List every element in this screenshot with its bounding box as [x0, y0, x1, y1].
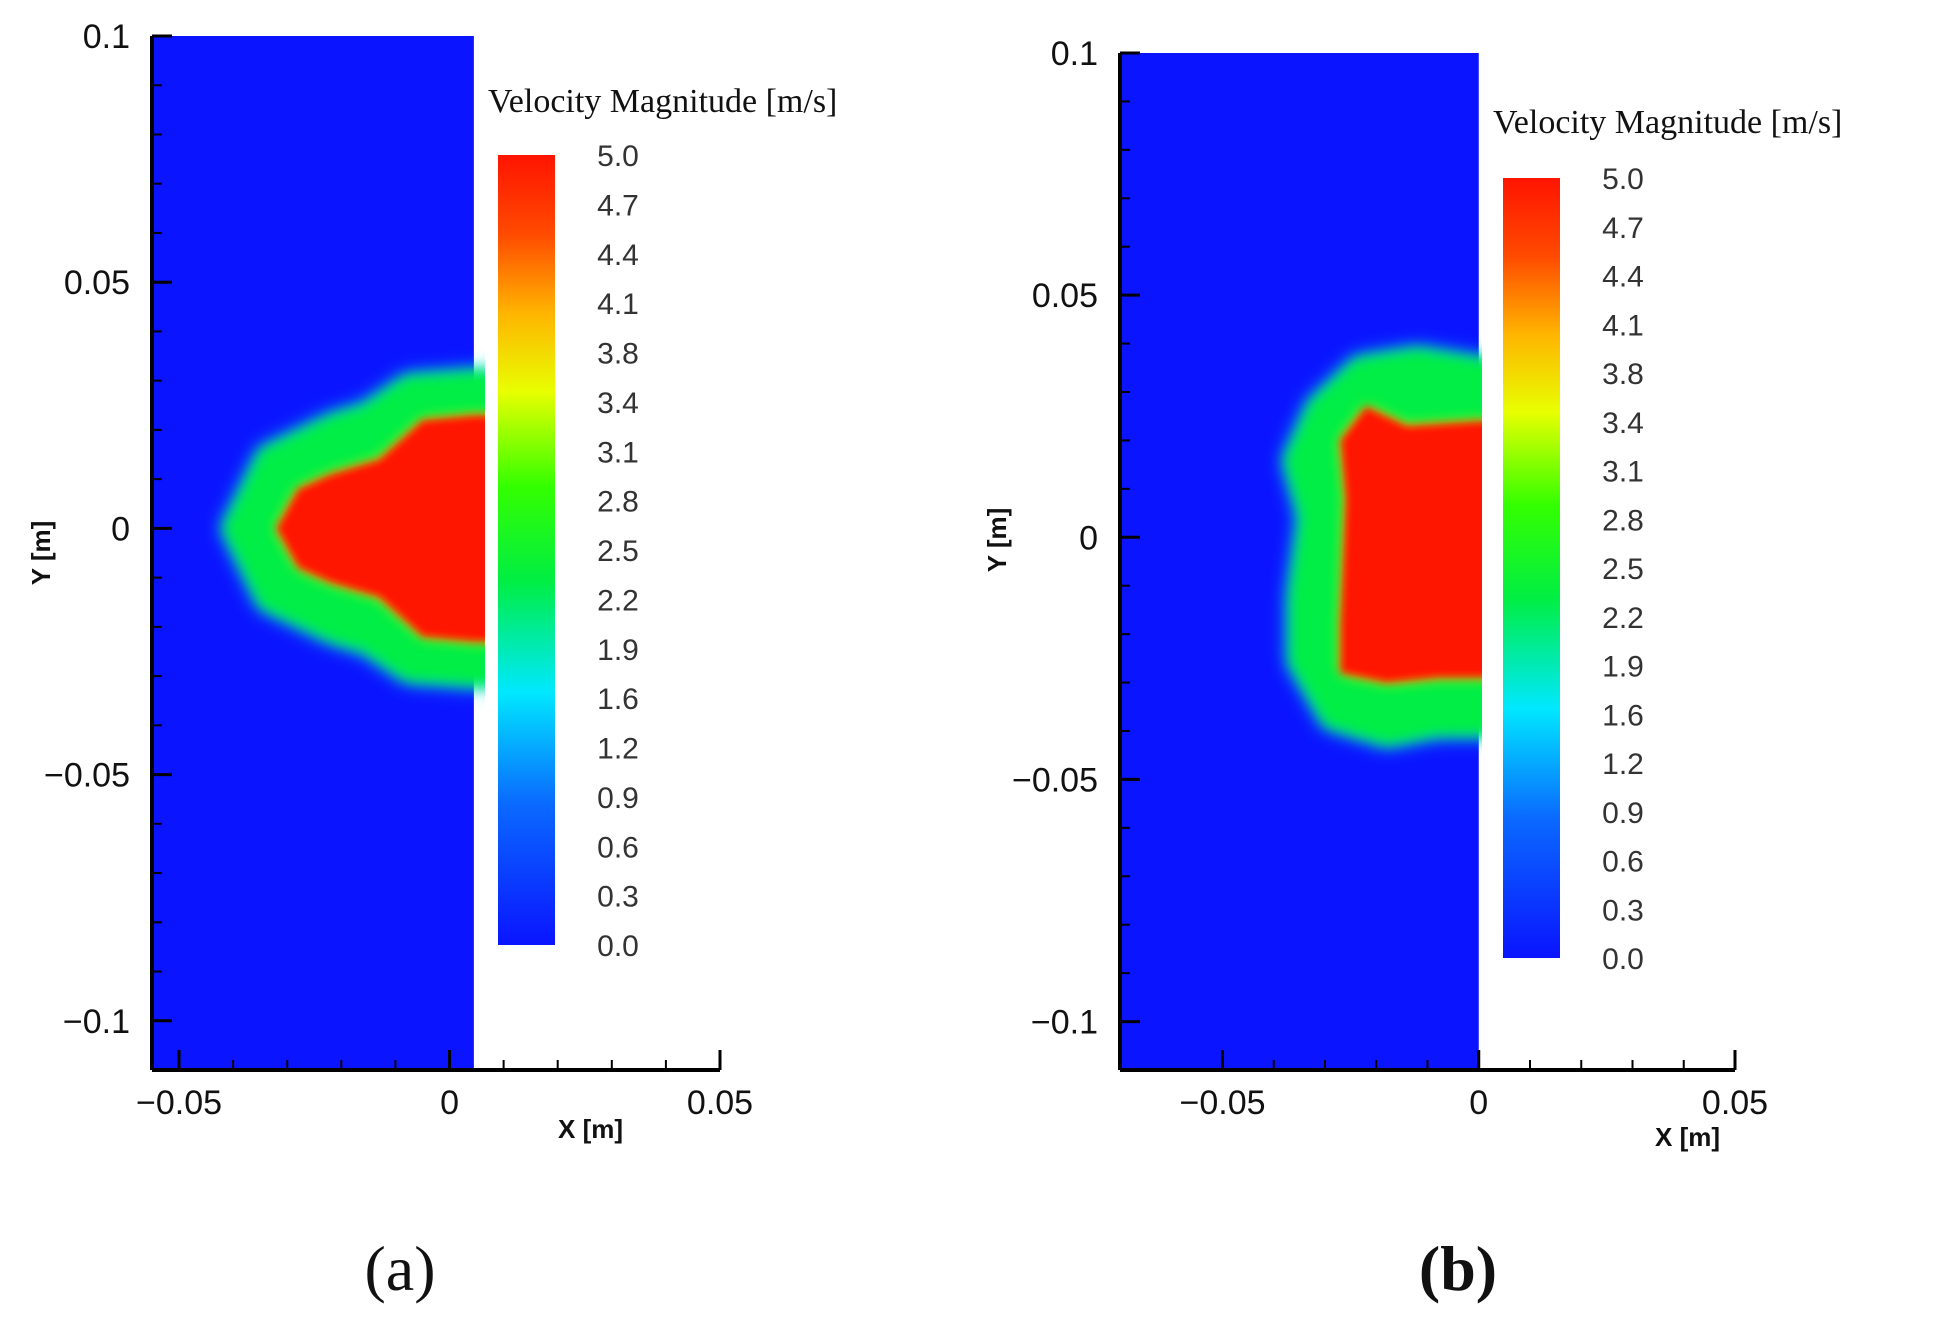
colorbar-level-label: 2.8	[597, 486, 639, 519]
axes-a: 0.1 0.05 0 −0.05 −0.1 −0.05 0 0.05	[44, 18, 753, 1122]
y-tick-label: 0.05	[64, 264, 130, 302]
colorbar-level-label: 4.7	[1602, 212, 1644, 245]
axes-b: 0.1 0.05 0 −0.05 −0.1 −0.05 0 0.05	[1012, 35, 1768, 1122]
y-tick-label: −0.05	[1012, 761, 1098, 799]
y-tick-label: −0.1	[1031, 1004, 1098, 1042]
colorbar-level-label: 3.1	[597, 436, 639, 469]
colorbar-level-label: 4.1	[597, 288, 639, 321]
panel-a: 0.1 0.05 0 −0.05 −0.1 −0.05 0 0.05 Velocity Mag…	[26, 18, 837, 1304]
x-tick-label: 0	[1469, 1084, 1488, 1122]
x-tick-label: 0.05	[1702, 1084, 1768, 1122]
colorbar-level-label: 2.5	[597, 535, 639, 568]
colorbar-title: Velocity Magnitude [m/s]	[488, 83, 837, 120]
x-tick-label: −0.05	[1179, 1084, 1265, 1122]
y-tick-label: −0.05	[44, 757, 130, 795]
panel-b: 0.1 0.05 0 −0.05 −0.1 −0.05 0 0.05 Velocity Mag…	[982, 35, 1842, 1304]
y-axis-label-b: Y [m]	[982, 508, 1012, 573]
jet-core-red	[1340, 406, 1482, 683]
colorbar-level-label: 5.0	[1602, 163, 1644, 196]
y-tick-label: −0.1	[63, 1003, 130, 1041]
colorbar-level-label: 4.1	[1602, 309, 1644, 342]
colorbar-level-label: 1.6	[1602, 699, 1644, 732]
x-axis-label-b: X [m]	[1655, 1122, 1720, 1152]
colorbar-level-label: 0.6	[597, 831, 639, 864]
colorbar-level-label: 4.4	[597, 239, 639, 272]
x-tick-label: −0.05	[136, 1084, 222, 1122]
x-axis-label-a: X [m]	[558, 1114, 623, 1144]
colorbar-level-label: 3.4	[1602, 407, 1644, 440]
panel-label-a: (a)	[364, 1233, 435, 1304]
colorbar-level-label: 0.6	[1602, 846, 1644, 879]
colorbar-level-label: 0.0	[1602, 943, 1644, 976]
y-tick-label: 0.1	[1051, 35, 1098, 73]
colorbar-level-label: 0.3	[597, 881, 639, 914]
colorbar-level-label: 2.2	[597, 584, 639, 617]
colorbar-level-label: 2.5	[1602, 553, 1644, 586]
y-tick-label: 0.05	[1032, 277, 1098, 315]
colorbar-level-label: 4.4	[1602, 261, 1644, 294]
colorbar-level-label: 3.8	[1602, 358, 1644, 391]
x-tick-label: 0	[440, 1084, 459, 1122]
y-tick-label: 0	[1079, 519, 1098, 557]
colorbar-level-label: 1.2	[1602, 748, 1644, 781]
y-tick-label: 0.1	[83, 18, 130, 56]
colorbar-title: Velocity Magnitude [m/s]	[1493, 104, 1842, 141]
colorbar-level-label: 1.2	[597, 733, 639, 766]
panel-label-b: (b)	[1419, 1233, 1497, 1304]
colorbar-level-label: 1.6	[597, 683, 639, 716]
colorbar-level-label: 0.9	[1602, 797, 1644, 830]
colorbar-level-label: 4.7	[597, 189, 639, 222]
colorbar-level-label: 0.9	[597, 782, 639, 815]
velocity-field-a	[152, 36, 485, 1070]
colorbar-level-label: 1.9	[1602, 651, 1644, 684]
colorbar-level-label: 2.2	[1602, 602, 1644, 635]
jet-core-red	[276, 415, 485, 642]
colorbar-a: Velocity Magnitude [m/s] 5.0 4.7 4.4 4.1 3.8 3…	[488, 83, 837, 963]
colorbar-level-label: 3.8	[597, 338, 639, 371]
colorbar-level-label: 3.4	[597, 387, 639, 420]
x-tick-label: 0.05	[687, 1084, 753, 1122]
colorbar-level-label: 2.8	[1602, 504, 1644, 537]
colorbar-level-label: 0.3	[1602, 894, 1644, 927]
colorbar-level-label: 5.0	[597, 140, 639, 173]
colorbar-gradient	[1503, 178, 1560, 958]
velocity-field-b	[1120, 53, 1482, 1069]
colorbar-level-label: 3.1	[1602, 456, 1644, 489]
colorbar-level-label: 0.0	[597, 930, 639, 963]
y-axis-label-a: Y [m]	[26, 521, 56, 586]
colorbar-gradient	[498, 155, 555, 945]
y-tick-label: 0	[111, 510, 130, 548]
colorbar-level-label: 1.9	[597, 634, 639, 667]
colorbar-b: Velocity Magnitude [m/s] 5.0 4.7 4.4 4.1 3.8 3…	[1493, 104, 1842, 976]
